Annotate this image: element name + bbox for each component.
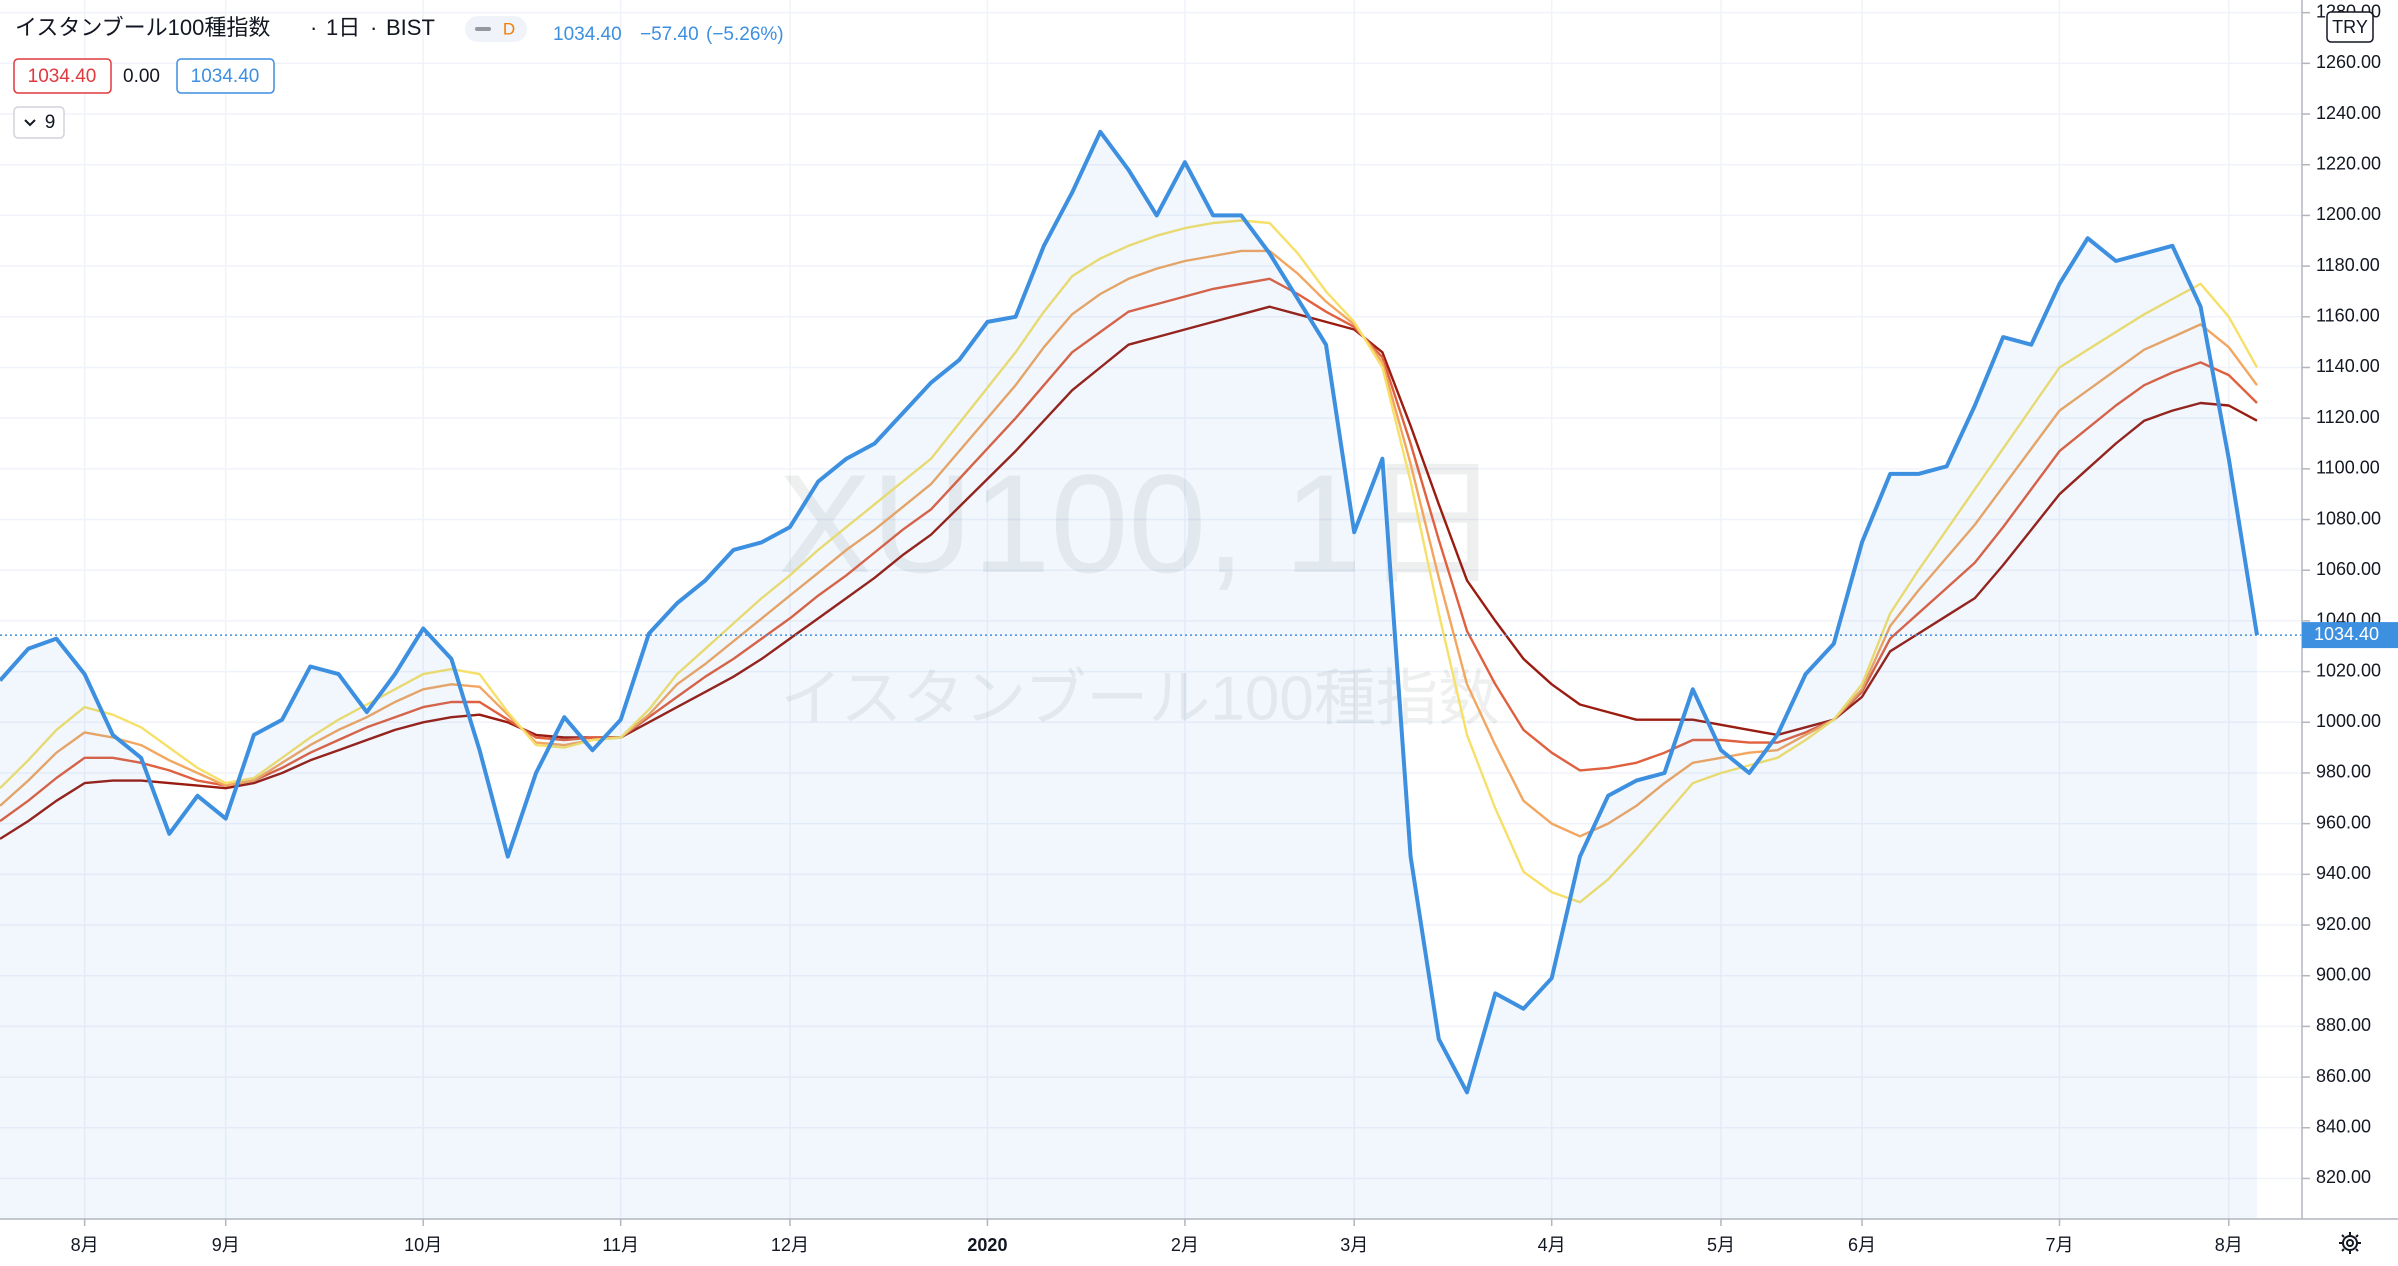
- y-tick-label: 1180.00: [2316, 255, 2380, 275]
- axes: 820.00 840.00 860.00 880.00 900.00 920.00 940.…: [71, 1, 2398, 1255]
- y-tick-label: 1240.00: [2316, 103, 2381, 123]
- watermark: XU100, 1日: [778, 445, 1502, 602]
- y-tick-label: 1160.00: [2316, 306, 2380, 326]
- y-tick-label: 820.00: [2316, 1167, 2371, 1187]
- last-price-tag: [2302, 622, 2398, 649]
- price-line: [0, 129, 2259, 1095]
- y-tick-label: 1140.00: [2316, 356, 2380, 376]
- y-tick-label: 940.00: [2316, 863, 2371, 883]
- change-pct: (−5.26%): [706, 24, 784, 45]
- x-tick-label: 11月: [602, 1235, 639, 1255]
- ribbon-line: [0, 305, 2258, 840]
- y-tick-label: 840.00: [2316, 1117, 2371, 1137]
- collapse-button[interactable]: [13, 106, 65, 139]
- y-tick-label: 960.00: [2316, 812, 2371, 832]
- y-tick-label: 1080.00: [2316, 508, 2381, 528]
- x-tick-label: 8月: [71, 1235, 99, 1255]
- interval: 1日: [326, 15, 360, 40]
- x-tick-label: 12月: [771, 1235, 809, 1255]
- y-tick-label: 1100.00: [2316, 458, 2380, 478]
- x-tick-label: 2020: [967, 1235, 1007, 1255]
- separator: ·: [370, 15, 377, 40]
- x-tick-label: 9月: [212, 1235, 240, 1255]
- ribbon-line: [0, 277, 2258, 823]
- x-tick-label: 4月: [1538, 1235, 1566, 1255]
- y-tick-label: 900.00: [2316, 964, 2371, 984]
- x-tick-label: 8月: [2215, 1235, 2243, 1255]
- y-tick-label: 920.00: [2316, 914, 2371, 934]
- collapse-count: 9: [45, 112, 56, 133]
- watermark-sub: イスタンブール100種指数: [780, 664, 1500, 733]
- currency-box[interactable]: [2326, 11, 2374, 43]
- y-tick-label: 1000.00: [2316, 711, 2381, 731]
- spread: 0.00: [123, 66, 160, 87]
- bid-box[interactable]: [13, 58, 112, 94]
- y-tick-label: 860.00: [2316, 1066, 2371, 1086]
- last-price-label: 1034.40: [2314, 624, 2379, 644]
- y-tick-label: 1260.00: [2316, 52, 2381, 72]
- x-tick-label: 2月: [1171, 1235, 1199, 1255]
- badge-bg[interactable]: [465, 16, 527, 42]
- y-tick-label: 1120.00: [2316, 407, 2380, 427]
- settings-icon[interactable]: [2339, 1232, 2361, 1254]
- x-tick-label: 3月: [1340, 1235, 1368, 1255]
- grid: [0, 0, 2302, 1219]
- ask-box[interactable]: [176, 58, 275, 94]
- ribbon-line: [0, 249, 2258, 838]
- y-tick-label: 1200.00: [2316, 204, 2381, 224]
- x-tick-label: 10月: [404, 1235, 442, 1255]
- y-tick-label: 1220.00: [2316, 153, 2381, 173]
- chevron: [24, 119, 36, 127]
- y-tick-label: 880.00: [2316, 1015, 2371, 1035]
- y-tick-label: 1060.00: [2316, 559, 2381, 579]
- badge-dash: [475, 27, 491, 31]
- x-tick-label: 7月: [2046, 1235, 2074, 1255]
- x-tick-label: 6月: [1848, 1235, 1876, 1255]
- bid: 1034.40: [28, 66, 97, 87]
- separator: ·: [310, 15, 317, 40]
- currency: TRY: [2332, 17, 2368, 37]
- change: −57.40: [640, 24, 699, 45]
- exchange: BIST: [386, 15, 435, 40]
- ask: 1034.40: [191, 66, 260, 87]
- symbol-title: イスタンブール100種指数: [15, 15, 270, 40]
- y-tick-label: 980.00: [2316, 762, 2371, 782]
- price-area: [0, 131, 2257, 1219]
- plot: [0, 129, 2302, 1219]
- last-price: 1034.40: [553, 24, 622, 45]
- badge: D: [503, 19, 515, 38]
- x-tick-label: 5月: [1707, 1235, 1735, 1255]
- y-tick-label: 1020.00: [2316, 660, 2381, 680]
